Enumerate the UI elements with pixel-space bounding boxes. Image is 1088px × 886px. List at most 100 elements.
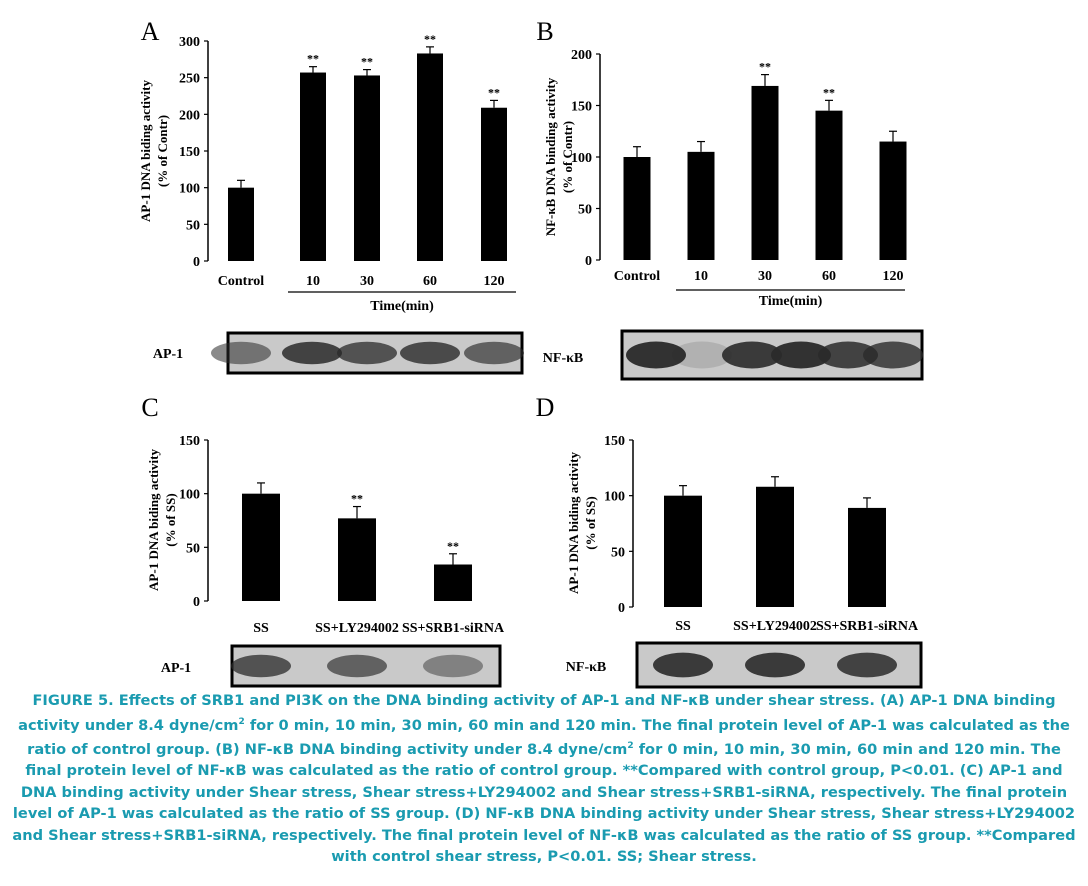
y-tick-label: 100 bbox=[604, 490, 625, 505]
y-tick-label: 200 bbox=[571, 48, 592, 63]
bar bbox=[417, 53, 443, 261]
significance-marker: ** bbox=[759, 60, 771, 74]
y-tick-label: 50 bbox=[611, 545, 625, 560]
x-category-label: 120 bbox=[883, 269, 904, 284]
y-tick-label: 50 bbox=[578, 203, 592, 218]
y-tick-label: 200 bbox=[179, 108, 200, 123]
blot-band bbox=[818, 341, 878, 369]
caption-line: FIGURE 5. Effects of SRB1 and PI3K on th… bbox=[32, 692, 1056, 709]
panel-label: B bbox=[536, 17, 553, 46]
caption-line: with control shear stress, P<0.01. SS; S… bbox=[331, 848, 757, 866]
x-category-label: 120 bbox=[484, 274, 505, 289]
y-tick-label: 0 bbox=[193, 595, 200, 610]
bar bbox=[751, 85, 779, 261]
significance-marker: ** bbox=[488, 85, 500, 99]
blot-band bbox=[672, 341, 732, 369]
significance-marker: ** bbox=[447, 539, 459, 553]
bar bbox=[664, 495, 702, 607]
y-axis-title-unit: (% of Contr) bbox=[560, 121, 575, 193]
y-axis-title: AP-1 DNA biding activity bbox=[138, 80, 153, 222]
panel-label: D bbox=[536, 393, 555, 422]
y-tick-label: 50 bbox=[186, 218, 200, 233]
y-tick-label: 0 bbox=[585, 254, 592, 269]
bar bbox=[434, 564, 472, 601]
y-tick-label: 150 bbox=[179, 434, 200, 449]
figure-caption: FIGURE 5. Effects of SRB1 and PI3K on th… bbox=[10, 690, 1078, 868]
caption-line: final protein level of NF-κB was calcula… bbox=[25, 762, 1063, 780]
blot-label: AP-1 bbox=[153, 347, 183, 362]
blot-label: NF-κB bbox=[566, 660, 606, 675]
blot-band bbox=[400, 341, 460, 365]
blot-band bbox=[327, 654, 387, 678]
bar bbox=[879, 141, 907, 260]
x-category-label: SS+LY294002 bbox=[733, 619, 817, 634]
y-axis-title-unit: (% of SS) bbox=[163, 493, 178, 546]
x-category-label: SS+LY294002 bbox=[315, 621, 399, 636]
x-category-label: 30 bbox=[758, 269, 772, 284]
caption-superscript: 2 bbox=[627, 740, 634, 751]
blot-band bbox=[231, 654, 291, 678]
blot-band bbox=[423, 654, 483, 678]
x-category-label: SS+SRB1-siRNA bbox=[402, 621, 505, 636]
x-category-label: SS+SRB1-siRNA bbox=[816, 619, 919, 634]
x-category-label: 10 bbox=[306, 274, 320, 289]
x-category-label: 30 bbox=[360, 274, 374, 289]
bar bbox=[300, 72, 326, 262]
x-category-label: SS bbox=[253, 621, 269, 636]
caption-line: for 0 min, 10 min, 30 min, 60 min and 12… bbox=[633, 740, 1061, 758]
y-tick-label: 0 bbox=[618, 601, 625, 616]
y-tick-label: 50 bbox=[186, 541, 200, 556]
blot-band bbox=[626, 341, 686, 369]
panel-label: A bbox=[141, 17, 160, 46]
x-axis-title: Time(min) bbox=[370, 299, 434, 314]
y-tick-label: 0 bbox=[193, 255, 200, 270]
y-tick-label: 100 bbox=[571, 151, 592, 166]
y-tick-label: 150 bbox=[604, 434, 625, 449]
blot-band bbox=[722, 341, 782, 369]
x-category-label: 60 bbox=[822, 269, 836, 284]
x-axis-title: Time(min) bbox=[759, 294, 823, 309]
caption-line: ratio of control group. (B) NF-κB DNA bi… bbox=[27, 740, 628, 758]
blot-band bbox=[211, 341, 271, 365]
significance-marker: ** bbox=[307, 52, 319, 66]
caption-line: activity under 8.4 dyne/cm bbox=[18, 716, 239, 734]
caption-line: and Shear stress+SRB1-siRNA, respectivel… bbox=[12, 826, 1076, 844]
bar bbox=[228, 187, 254, 261]
blot-band bbox=[771, 341, 831, 369]
y-axis-title-unit: (% of SS) bbox=[583, 496, 598, 549]
panel-label: C bbox=[141, 393, 158, 422]
x-category-label: 60 bbox=[423, 274, 437, 289]
bar bbox=[815, 110, 843, 261]
y-tick-label: 100 bbox=[179, 488, 200, 503]
bar bbox=[848, 507, 886, 607]
x-category-label: Control bbox=[614, 269, 661, 284]
y-tick-label: 150 bbox=[571, 100, 592, 115]
bar bbox=[687, 151, 715, 260]
bar bbox=[354, 75, 380, 261]
x-category-label: Control bbox=[218, 274, 265, 289]
blot-band bbox=[464, 341, 524, 365]
x-category-label: 10 bbox=[694, 269, 708, 284]
x-category-label: SS bbox=[675, 619, 691, 634]
y-tick-label: 100 bbox=[179, 182, 200, 197]
blot-band bbox=[653, 652, 713, 678]
y-axis-title: AP-1 DNA biding activity bbox=[146, 449, 161, 591]
bar bbox=[338, 518, 376, 601]
y-tick-label: 300 bbox=[179, 35, 200, 50]
blot-band bbox=[837, 652, 897, 678]
bar bbox=[481, 107, 507, 261]
y-tick-label: 150 bbox=[179, 145, 200, 160]
significance-marker: ** bbox=[424, 32, 436, 46]
caption-line: DNA binding activity under Shear stress,… bbox=[20, 783, 1068, 801]
caption-superscript: 2 bbox=[238, 716, 245, 727]
bar bbox=[756, 486, 794, 607]
blot-label: NF-κB bbox=[543, 351, 583, 366]
blot-band bbox=[863, 341, 923, 369]
blot-label: AP-1 bbox=[161, 661, 191, 676]
caption-line: level of AP-1 was calculated as the rati… bbox=[12, 805, 1076, 823]
y-tick-label: 250 bbox=[179, 72, 200, 87]
y-axis-title-unit: (% of Contr) bbox=[155, 115, 170, 187]
significance-marker: ** bbox=[361, 55, 373, 69]
blot-band bbox=[745, 652, 805, 678]
